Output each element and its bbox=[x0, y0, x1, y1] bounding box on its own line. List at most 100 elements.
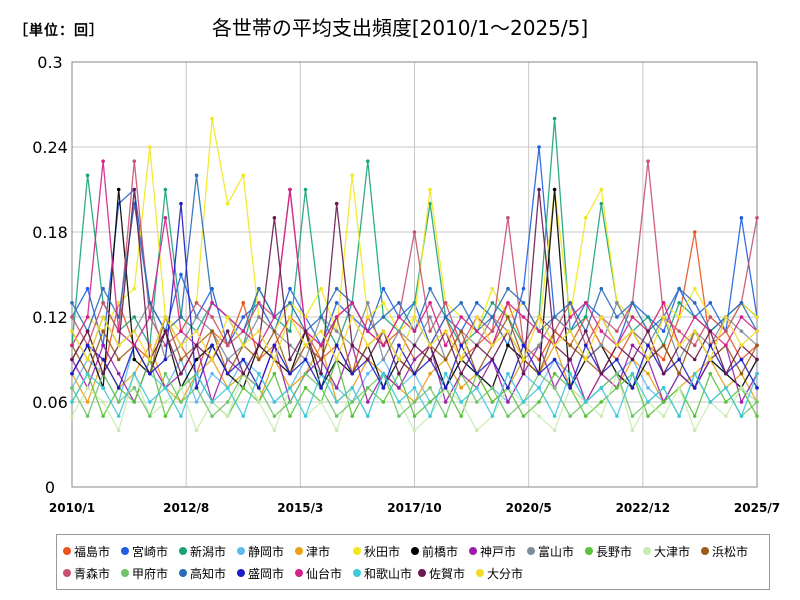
data-point bbox=[381, 371, 386, 376]
plot-area-frame bbox=[71, 61, 758, 488]
data-point bbox=[552, 116, 557, 121]
data-point bbox=[646, 386, 650, 390]
data-point bbox=[428, 414, 432, 418]
data-point bbox=[568, 343, 572, 348]
legend-marker bbox=[418, 569, 426, 577]
data-point bbox=[428, 201, 432, 206]
data-point bbox=[334, 428, 339, 433]
legend-label: 甲府市 bbox=[132, 566, 169, 581]
legend-item: 静岡市 bbox=[237, 540, 292, 562]
chart-title: 各世帯の平均支出頻度[2010/1～2025/5] bbox=[211, 16, 589, 40]
data-point bbox=[272, 315, 277, 319]
data-point bbox=[85, 343, 90, 348]
data-point bbox=[194, 329, 199, 333]
data-point bbox=[474, 301, 479, 305]
data-point bbox=[101, 343, 105, 348]
data-point bbox=[85, 414, 90, 418]
data-point bbox=[521, 371, 526, 376]
data-point bbox=[381, 315, 386, 319]
data-point bbox=[272, 329, 277, 333]
data-point bbox=[583, 414, 588, 418]
legend-label: 大分市 bbox=[487, 566, 524, 581]
data-point bbox=[148, 371, 152, 376]
legend-label: 大津市 bbox=[654, 544, 691, 559]
data-point bbox=[225, 329, 230, 333]
data-point bbox=[194, 400, 199, 404]
legend-label: 新潟市 bbox=[190, 544, 227, 559]
data-point bbox=[210, 329, 214, 333]
data-point bbox=[568, 414, 572, 418]
data-point bbox=[428, 286, 432, 291]
data-point bbox=[365, 400, 370, 404]
data-point bbox=[428, 357, 432, 362]
data-point bbox=[132, 343, 137, 348]
legend-marker bbox=[121, 569, 129, 577]
data-point bbox=[412, 301, 417, 305]
data-point bbox=[132, 357, 137, 362]
legend-item: 浜松市 bbox=[701, 540, 756, 562]
data-point bbox=[490, 329, 495, 333]
data-point bbox=[350, 386, 355, 390]
data-point bbox=[288, 187, 292, 192]
legend-label: 神戸市 bbox=[480, 544, 517, 559]
legend-item: 富山市 bbox=[527, 540, 582, 562]
data-point bbox=[755, 400, 759, 404]
data-point bbox=[210, 315, 214, 319]
data-point bbox=[739, 371, 744, 376]
data-point bbox=[116, 301, 121, 305]
data-point bbox=[755, 371, 759, 376]
data-point bbox=[739, 386, 744, 390]
data-point bbox=[677, 414, 681, 418]
y-tick-label: 0.06 bbox=[32, 393, 68, 412]
legend-label: 高知市 bbox=[190, 566, 227, 581]
legend-item: 大津市 bbox=[643, 540, 698, 562]
data-point bbox=[334, 357, 339, 362]
data-point bbox=[599, 386, 604, 390]
data-point bbox=[210, 286, 214, 291]
data-point bbox=[724, 343, 728, 348]
data-point bbox=[490, 400, 495, 404]
data-point bbox=[334, 386, 339, 390]
data-point bbox=[163, 216, 168, 220]
data-point bbox=[381, 386, 386, 390]
data-point bbox=[101, 400, 105, 404]
legend-item: 青森市 bbox=[63, 562, 118, 584]
data-point bbox=[661, 301, 666, 305]
data-point bbox=[350, 315, 355, 319]
data-point bbox=[272, 357, 277, 362]
legend-marker bbox=[121, 547, 129, 555]
data-point bbox=[412, 230, 417, 234]
data-point bbox=[428, 315, 432, 319]
data-point bbox=[132, 159, 137, 163]
data-point bbox=[521, 414, 526, 418]
data-point bbox=[365, 357, 370, 362]
data-point bbox=[148, 301, 152, 305]
data-point bbox=[630, 414, 635, 418]
data-point bbox=[412, 386, 417, 390]
data-point bbox=[739, 329, 744, 333]
data-point bbox=[630, 357, 635, 362]
data-point bbox=[615, 414, 619, 418]
legend-label: 長野市 bbox=[596, 544, 633, 559]
data-point bbox=[85, 173, 90, 178]
data-point bbox=[257, 386, 261, 390]
data-point bbox=[724, 400, 728, 404]
data-point bbox=[319, 371, 323, 376]
data-point bbox=[101, 315, 105, 319]
data-point bbox=[194, 386, 199, 390]
data-point bbox=[412, 357, 417, 362]
legend-item: 前橋市 bbox=[411, 540, 466, 562]
data-point bbox=[272, 371, 277, 376]
data-point bbox=[132, 329, 137, 333]
data-point bbox=[599, 329, 604, 333]
legend-marker bbox=[411, 547, 419, 555]
data-point bbox=[148, 400, 152, 404]
data-point bbox=[148, 315, 152, 319]
data-point bbox=[288, 371, 292, 376]
data-point bbox=[334, 400, 339, 404]
data-point bbox=[661, 329, 666, 333]
data-point bbox=[506, 386, 510, 390]
data-point bbox=[583, 343, 588, 348]
data-point bbox=[599, 414, 604, 418]
data-point bbox=[490, 286, 495, 291]
